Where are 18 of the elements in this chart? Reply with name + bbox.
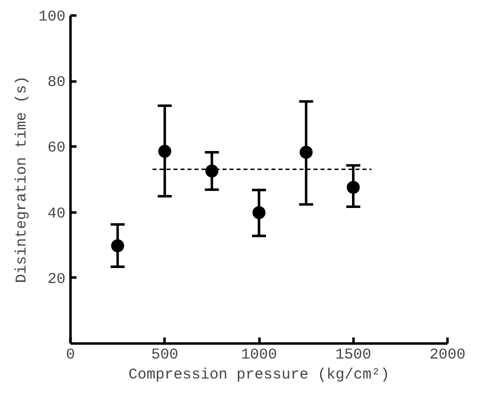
point — [252, 206, 266, 220]
point — [300, 146, 313, 159]
y-tick-label: 40 — [47, 205, 66, 222]
y-tick-label: 80 — [47, 74, 66, 92]
y-tick-label: 100 — [38, 8, 66, 26]
point — [346, 180, 360, 194]
x-tick-label: 1500 — [335, 346, 372, 364]
y-tick-label: 20 — [47, 270, 66, 288]
point — [111, 239, 124, 252]
x-tick-label: 1000 — [240, 346, 278, 364]
y-tick-label: 60 — [47, 140, 66, 157]
point — [158, 144, 172, 158]
x-tick-label: 2000 — [429, 346, 466, 364]
x-tick-label: 0 — [66, 346, 76, 364]
x-tick-label: 500 — [151, 346, 178, 364]
point — [205, 164, 218, 178]
x-axis-title: Compression pressure (kg/cm²) — [128, 366, 390, 384]
y-axis-title: Disintegration time (s) — [13, 76, 30, 284]
